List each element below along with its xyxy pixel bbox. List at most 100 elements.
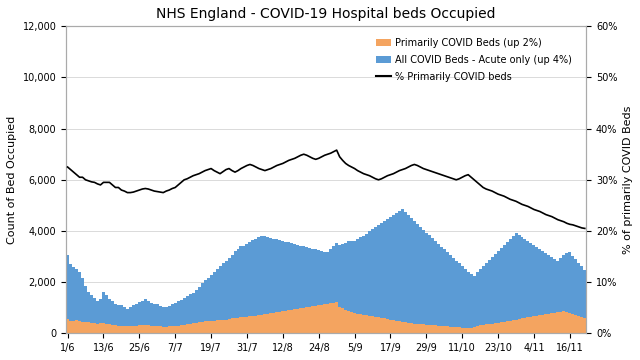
- Bar: [117, 326, 120, 333]
- Bar: [284, 311, 287, 333]
- Bar: [108, 299, 111, 324]
- Bar: [353, 313, 356, 333]
- Bar: [502, 321, 506, 333]
- Bar: [260, 235, 264, 315]
- Bar: [216, 320, 219, 333]
- Bar: [464, 269, 467, 328]
- Bar: [425, 233, 428, 325]
- Bar: [180, 300, 182, 325]
- Bar: [583, 270, 586, 318]
- Bar: [191, 323, 195, 333]
- Bar: [102, 323, 105, 333]
- Bar: [159, 327, 162, 333]
- Bar: [225, 261, 228, 320]
- Bar: [329, 303, 332, 333]
- Bar: [78, 272, 81, 321]
- Bar: [556, 312, 559, 333]
- Bar: [273, 313, 275, 333]
- Bar: [180, 325, 182, 333]
- Bar: [470, 274, 473, 328]
- Bar: [81, 278, 84, 321]
- Bar: [144, 325, 147, 333]
- Bar: [407, 215, 410, 323]
- Bar: [368, 316, 371, 333]
- Bar: [269, 313, 273, 333]
- Bar: [102, 292, 105, 323]
- Bar: [257, 315, 260, 333]
- Bar: [419, 227, 422, 324]
- Bar: [204, 321, 207, 333]
- Bar: [574, 259, 577, 315]
- Bar: [293, 244, 296, 309]
- Bar: [129, 307, 132, 326]
- Bar: [356, 314, 359, 333]
- Bar: [84, 286, 87, 322]
- Bar: [273, 239, 275, 313]
- Bar: [556, 261, 559, 312]
- Bar: [320, 305, 323, 333]
- Bar: [329, 249, 332, 303]
- Bar: [407, 323, 410, 333]
- Bar: [105, 324, 108, 333]
- Bar: [493, 254, 497, 323]
- Bar: [173, 303, 177, 326]
- Bar: [443, 249, 446, 326]
- Bar: [156, 326, 159, 333]
- Bar: [559, 312, 563, 333]
- Bar: [252, 240, 255, 316]
- Bar: [266, 314, 269, 333]
- Bar: [162, 307, 164, 327]
- Bar: [78, 321, 81, 333]
- Bar: [150, 326, 153, 333]
- Bar: [359, 237, 362, 314]
- Bar: [455, 327, 458, 333]
- Bar: [536, 316, 538, 333]
- Bar: [491, 324, 493, 333]
- Bar: [437, 326, 440, 333]
- Bar: [374, 317, 377, 333]
- Bar: [434, 241, 437, 325]
- Bar: [398, 321, 401, 333]
- Bar: [84, 322, 87, 333]
- Bar: [518, 235, 520, 319]
- Bar: [493, 323, 497, 333]
- Bar: [246, 244, 248, 317]
- Bar: [511, 320, 515, 333]
- Bar: [219, 266, 221, 320]
- Bar: [497, 323, 500, 333]
- Bar: [545, 314, 547, 333]
- Bar: [168, 327, 171, 333]
- Bar: [200, 283, 204, 322]
- Bar: [484, 263, 488, 324]
- Bar: [524, 318, 527, 333]
- Bar: [524, 239, 527, 318]
- Bar: [189, 324, 191, 333]
- Bar: [105, 296, 108, 324]
- Bar: [221, 320, 225, 333]
- Bar: [437, 244, 440, 326]
- Bar: [365, 315, 368, 333]
- Bar: [123, 307, 126, 326]
- Bar: [511, 235, 515, 320]
- Bar: [96, 324, 99, 333]
- Bar: [410, 323, 413, 333]
- Bar: [72, 267, 75, 321]
- Bar: [195, 323, 198, 333]
- Bar: [455, 261, 458, 327]
- Bar: [482, 325, 484, 333]
- Bar: [583, 318, 586, 333]
- Bar: [287, 310, 291, 333]
- Bar: [473, 327, 476, 333]
- Bar: [458, 264, 461, 328]
- Bar: [419, 324, 422, 333]
- Bar: [547, 314, 550, 333]
- Bar: [452, 327, 455, 333]
- Bar: [132, 305, 135, 326]
- Bar: [326, 252, 329, 303]
- Bar: [362, 235, 365, 315]
- Bar: [198, 287, 200, 322]
- Bar: [428, 325, 431, 333]
- Bar: [150, 303, 153, 326]
- Bar: [335, 302, 338, 333]
- Bar: [278, 240, 282, 312]
